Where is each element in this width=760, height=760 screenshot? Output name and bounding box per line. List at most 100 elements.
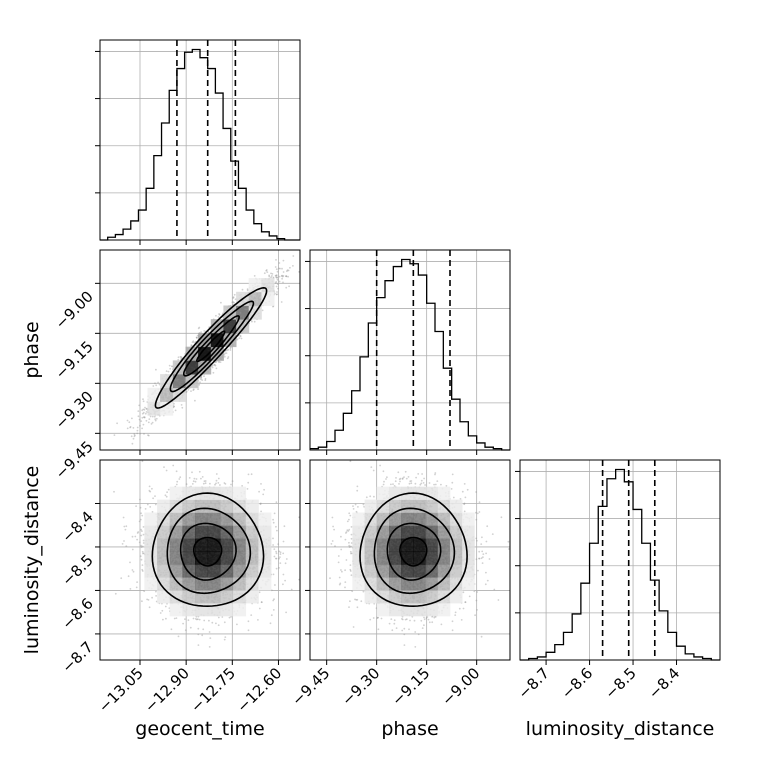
density-cell bbox=[182, 603, 196, 617]
x-tick-label: −13.05 bbox=[95, 664, 147, 716]
density-cell bbox=[437, 603, 451, 617]
density-cell bbox=[364, 577, 378, 591]
density-cell bbox=[182, 551, 196, 565]
density-cell bbox=[169, 551, 183, 565]
density-cell bbox=[195, 512, 209, 526]
density-cell bbox=[389, 486, 402, 500]
density-cell bbox=[401, 499, 414, 513]
density-cell bbox=[352, 551, 365, 565]
density-cell bbox=[389, 512, 402, 526]
histogram-phase bbox=[310, 258, 510, 451]
density-cell bbox=[233, 486, 247, 500]
density-cell bbox=[258, 551, 272, 565]
density-cell bbox=[401, 564, 414, 578]
density-cell bbox=[182, 577, 196, 591]
density-cell bbox=[157, 590, 171, 604]
y-tick-label: −8.7 bbox=[58, 638, 96, 676]
density-cell bbox=[376, 564, 390, 578]
density-cell bbox=[376, 538, 390, 552]
density-cell bbox=[389, 499, 402, 513]
density-cell bbox=[413, 512, 426, 526]
y-tick-label: −9.15 bbox=[52, 337, 97, 382]
density-cell bbox=[376, 577, 390, 591]
density-cell bbox=[425, 551, 439, 565]
density-cell bbox=[160, 387, 174, 402]
density-cell bbox=[258, 512, 272, 526]
density-cell bbox=[220, 499, 234, 513]
density-cell bbox=[449, 551, 463, 565]
density-cell bbox=[389, 551, 402, 565]
density-cell bbox=[437, 590, 451, 604]
x-tick-label: −12.60 bbox=[233, 664, 285, 716]
density-cell bbox=[195, 538, 209, 552]
density-cell bbox=[220, 577, 234, 591]
density-cell bbox=[233, 512, 247, 526]
density-cell bbox=[449, 564, 463, 578]
density-cell bbox=[261, 278, 275, 293]
density-cell bbox=[157, 577, 171, 591]
contour-line bbox=[359, 492, 468, 608]
density-cell bbox=[207, 538, 221, 552]
density-cell bbox=[245, 499, 259, 513]
density-cell bbox=[258, 525, 272, 539]
density-cell bbox=[169, 538, 183, 552]
density-cell bbox=[364, 590, 378, 604]
x-tick-label: −9.15 bbox=[388, 664, 433, 709]
density-cell bbox=[462, 512, 475, 526]
density-cell bbox=[364, 564, 378, 578]
density-cell bbox=[449, 499, 463, 513]
contour-line bbox=[399, 536, 428, 567]
x-tick-label: −8.4 bbox=[645, 664, 683, 702]
density-cell bbox=[389, 590, 402, 604]
y-tick-label: −8.4 bbox=[58, 508, 96, 546]
y-tick-label: −9.00 bbox=[52, 287, 97, 332]
joint-panel-phase-luminosity_distance bbox=[309, 459, 511, 661]
density-cell bbox=[198, 346, 212, 361]
density-cell bbox=[425, 499, 439, 513]
density-cell bbox=[413, 525, 426, 539]
density-cell bbox=[258, 577, 272, 591]
density-cell bbox=[352, 525, 365, 539]
contour-line bbox=[169, 300, 255, 393]
density-cell bbox=[220, 603, 234, 617]
density-cell bbox=[413, 538, 426, 552]
density-cell bbox=[144, 538, 158, 552]
density-cell bbox=[220, 590, 234, 604]
joint-panel-geocent_time-luminosity_distance bbox=[99, 459, 301, 661]
axes-frame bbox=[99, 459, 301, 661]
density-cell bbox=[144, 551, 158, 565]
y-axis-label-phase: phase bbox=[21, 321, 43, 378]
density-cell bbox=[425, 512, 439, 526]
x-axis-label-luminosity_distance: luminosity_distance bbox=[526, 718, 715, 740]
contour-line bbox=[183, 315, 240, 377]
x-tick-label: −8.6 bbox=[558, 664, 596, 702]
density-cell bbox=[462, 525, 475, 539]
axes-frame bbox=[519, 459, 721, 661]
density-cell bbox=[352, 577, 365, 591]
contour-line bbox=[386, 522, 442, 581]
density-cell bbox=[401, 512, 414, 526]
y-tick-label: −8.6 bbox=[58, 595, 96, 633]
density-cell bbox=[220, 512, 234, 526]
density-cell bbox=[245, 577, 259, 591]
density-cell bbox=[182, 538, 196, 552]
density-cell bbox=[207, 577, 221, 591]
density-cell bbox=[389, 525, 402, 539]
density-cell bbox=[207, 512, 221, 526]
density-cell bbox=[425, 538, 439, 552]
density-cell bbox=[185, 374, 199, 389]
density-cell bbox=[157, 525, 171, 539]
axes-frame bbox=[309, 249, 511, 451]
contour-line bbox=[166, 507, 252, 595]
panel-content bbox=[100, 460, 300, 660]
x-tick-label: −9.00 bbox=[438, 664, 483, 709]
density-cell bbox=[169, 603, 183, 617]
contour-line bbox=[179, 522, 237, 581]
density-cell bbox=[182, 590, 196, 604]
contour-line bbox=[195, 330, 226, 363]
density-cell bbox=[182, 525, 196, 539]
panel-content bbox=[310, 460, 510, 660]
density-cell bbox=[462, 538, 475, 552]
marginal-panel-geocent_time bbox=[95, 39, 301, 241]
